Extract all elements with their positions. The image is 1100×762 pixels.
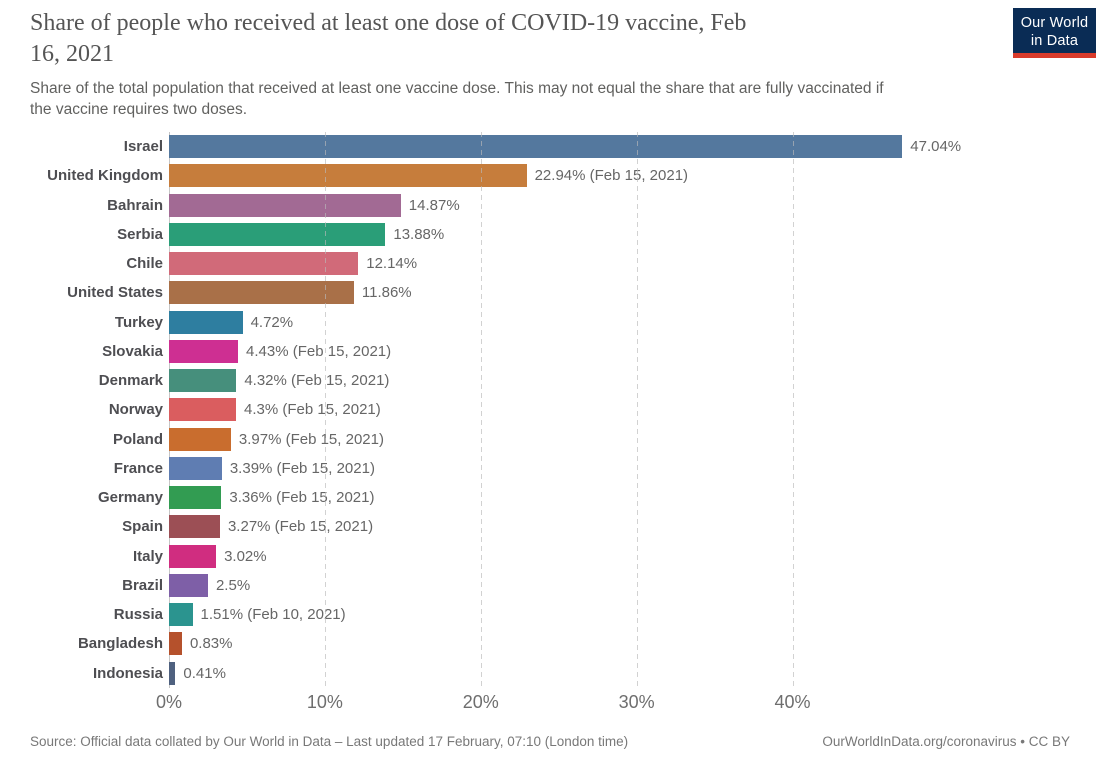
chart-subtitle-line-1: Share of the total population that recei…: [30, 80, 884, 97]
bar-row-italy: 3.02%: [169, 542, 1070, 571]
country-label-serbia[interactable]: Serbia: [117, 225, 163, 243]
bar-israel[interactable]: [169, 135, 903, 159]
bar-bangladesh[interactable]: [169, 632, 182, 656]
bar-value-chile: 12.14%: [366, 255, 418, 273]
bar-serbia[interactable]: [169, 222, 386, 246]
x-tick-label-10: 10%: [306, 692, 343, 712]
owid-logo-text-line-2: in Data: [1030, 33, 1079, 49]
bar-value-norway: 4.3% (Feb 15, 2021): [244, 401, 381, 419]
chart-title: Share of people who received at least on…: [30, 8, 960, 70]
bar-row-denmark: 4.32% (Feb 15, 2021): [169, 366, 1070, 395]
bar-germany[interactable]: [169, 486, 222, 510]
bar-value-spain: 3.27% (Feb 15, 2021): [227, 518, 374, 536]
bar-value-bahrain: 14.87%: [408, 196, 460, 214]
country-label-slovakia[interactable]: Slovakia: [102, 342, 163, 360]
bar-row-bahrain: 14.87%: [169, 191, 1070, 220]
country-label-israel[interactable]: Israel: [123, 138, 163, 156]
bar-value-poland: 3.97% (Feb 15, 2021): [238, 430, 384, 448]
bar-denmark[interactable]: [169, 369, 237, 393]
bar-value-slovakia: 4.43% (Feb 15, 2021): [246, 342, 392, 360]
bar-row-brazil: 2.5%: [169, 571, 1070, 600]
bar-value-germany: 3.36% (Feb 15, 2021): [229, 489, 375, 507]
country-label-indonesia[interactable]: Indonesia: [92, 664, 163, 682]
bar-row-united-states: 11.86%: [169, 278, 1070, 307]
bar-france[interactable]: [169, 456, 222, 480]
owid-logo-text-line-1: Our World: [1020, 15, 1089, 31]
bar-value-france: 3.39% (Feb 15, 2021): [229, 459, 375, 477]
bar-row-slovakia: 4.43% (Feb 15, 2021): [169, 337, 1070, 366]
x-tick-label-20: 20%: [462, 692, 499, 712]
bar-value-denmark: 4.32% (Feb 15, 2021): [244, 372, 390, 390]
country-label-norway[interactable]: Norway: [108, 401, 163, 419]
country-label-spain[interactable]: Spain: [122, 518, 163, 536]
x-tick-label-30: 30%: [618, 692, 655, 712]
chart-subtitle-line-2: the vaccine requires two doses.: [30, 101, 248, 118]
bar-italy[interactable]: [169, 544, 217, 568]
chart-title-line-1: Share of people who received at least on…: [30, 10, 747, 36]
bar-value-italy: 3.02%: [224, 547, 267, 565]
x-tick-label-0: 0%: [155, 692, 183, 712]
chart-footer: Source: Official data collated by Our Wo…: [30, 732, 1070, 752]
bar-row-france: 3.39% (Feb 15, 2021): [169, 454, 1070, 483]
bar-russia[interactable]: [169, 603, 193, 627]
bar-row-germany: 3.36% (Feb 15, 2021): [169, 483, 1070, 512]
bar-row-spain: 3.27% (Feb 15, 2021): [169, 512, 1070, 541]
bar-row-israel: 47.04%: [169, 132, 1070, 161]
bar-chile[interactable]: [169, 252, 359, 276]
country-labels: Israel United Kingdom Bahrain Serbia Chile Un…: [0, 132, 163, 688]
bar-value-brazil: 2.5%: [215, 576, 251, 594]
bar-value-serbia: 13.88%: [393, 225, 445, 243]
bar-united-states[interactable]: [169, 281, 354, 305]
bar-value-bangladesh: 0.83%: [189, 635, 233, 653]
bar-row-turkey: 4.72%: [169, 308, 1070, 337]
bar-value-indonesia: 0.41%: [183, 664, 226, 682]
bar-brazil[interactable]: [169, 573, 208, 597]
bar-row-poland: 3.97% (Feb 15, 2021): [169, 425, 1070, 454]
bar-row-norway: 4.3% (Feb 15, 2021): [169, 395, 1070, 424]
country-label-brazil[interactable]: Brazil: [122, 576, 163, 594]
country-label-germany[interactable]: Germany: [97, 489, 163, 507]
bar-spain[interactable]: [169, 515, 220, 539]
chart-subtitle: Share of the total population that recei…: [30, 78, 1080, 120]
logo-accent-bar: [1013, 53, 1096, 58]
bar-row-bangladesh: 0.83%: [169, 629, 1070, 658]
bar-united-kingdom[interactable]: [169, 164, 527, 188]
x-axis: 0% 10% 20% 30% 40%: [156, 692, 1070, 716]
country-label-bangladesh[interactable]: Bangladesh: [77, 635, 163, 653]
country-label-denmark[interactable]: Denmark: [98, 372, 163, 390]
bar-row-chile: 12.14%: [169, 249, 1070, 278]
bar-value-turkey: 4.72%: [250, 313, 294, 331]
country-label-chile[interactable]: Chile: [126, 255, 163, 273]
bar-indonesia[interactable]: [169, 661, 176, 685]
bar-poland[interactable]: [169, 427, 231, 451]
owid-logo[interactable]: Our World in Data: [1013, 8, 1096, 58]
chart-title-line-2: 16, 2021: [30, 41, 114, 67]
x-tick-label-40: 40%: [774, 692, 811, 712]
bar-value-israel: 47.04%: [910, 138, 962, 156]
bar-slovakia[interactable]: [169, 339, 239, 363]
bar-row-united-kingdom: 22.94% (Feb 15, 2021): [169, 161, 1070, 190]
country-label-turkey[interactable]: Turkey: [114, 313, 163, 331]
footer-link[interactable]: OurWorldInData.org/coronavirus • CC BY: [822, 734, 1070, 749]
country-label-bahrain[interactable]: Bahrain: [107, 196, 163, 214]
bar-bahrain[interactable]: [169, 193, 401, 217]
bar-value-united-kingdom: 22.94% (Feb 15, 2021): [534, 167, 689, 185]
bar-row-serbia: 13.88%: [169, 220, 1070, 249]
country-label-united-kingdom[interactable]: United Kingdom: [47, 167, 163, 185]
country-label-united-states[interactable]: United States: [67, 284, 163, 302]
country-label-italy[interactable]: Italy: [132, 547, 163, 565]
source-note: Source: Official data collated by Our Wo…: [30, 734, 629, 749]
country-label-france[interactable]: France: [113, 459, 163, 477]
bar-value-russia: 1.51% (Feb 10, 2021): [200, 606, 346, 624]
bar-row-indonesia: 0.41%: [169, 659, 1070, 688]
bar-value-united-states: 11.86%: [361, 284, 412, 302]
bar-norway[interactable]: [169, 398, 237, 422]
bar-row-russia: 1.51% (Feb 10, 2021): [169, 600, 1070, 629]
country-label-poland[interactable]: Poland: [112, 430, 163, 448]
plot-area: 47.04% 22.94% (Feb 15, 2021) 14.87% 13.88% 1…: [169, 132, 1070, 688]
country-label-russia[interactable]: Russia: [113, 606, 163, 624]
bar-turkey[interactable]: [169, 310, 243, 334]
